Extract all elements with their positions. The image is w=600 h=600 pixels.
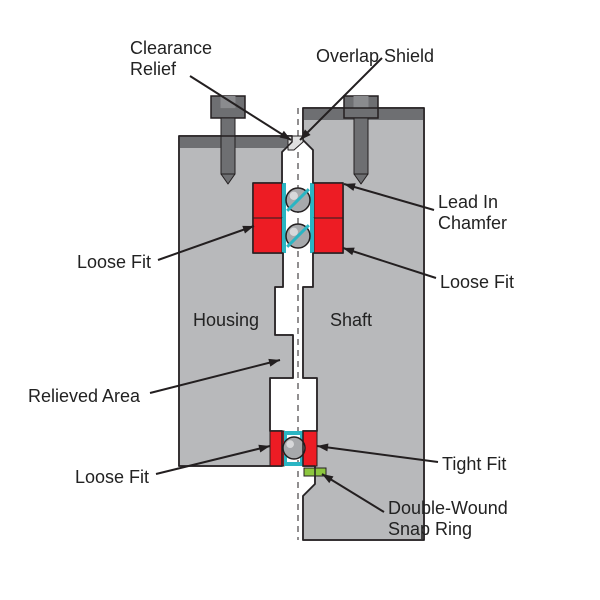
shaft-label: Shaft — [330, 310, 372, 331]
diagram-svg — [0, 0, 600, 600]
label-tight-fit: Tight Fit — [442, 454, 506, 475]
top-bearing-left-race-0 — [253, 183, 282, 218]
label-overlap-shield: Overlap Shield — [316, 46, 434, 67]
label-loose-fit-bl: Loose Fit — [75, 467, 149, 488]
label-loose-fit-tr: Loose Fit — [440, 272, 514, 293]
label-loose-fit-tl: Loose Fit — [77, 252, 151, 273]
label-clearance-relief: ClearanceRelief — [130, 38, 212, 79]
top-bearing-right-race-0 — [314, 183, 343, 218]
bottom-bearing-ball — [283, 437, 305, 459]
diagram-root: Housing Shaft ClearanceRelief Overlap Shiel… — [0, 0, 600, 600]
top-bearing-left-race-1 — [253, 218, 282, 253]
label-double-wound: Double-WoundSnap Ring — [388, 498, 508, 539]
label-relieved-area: Relieved Area — [28, 386, 140, 407]
housing-label: Housing — [193, 310, 259, 331]
top-bearing-right-race-1 — [314, 218, 343, 253]
label-lead-in-chamfer: Lead InChamfer — [438, 192, 507, 233]
